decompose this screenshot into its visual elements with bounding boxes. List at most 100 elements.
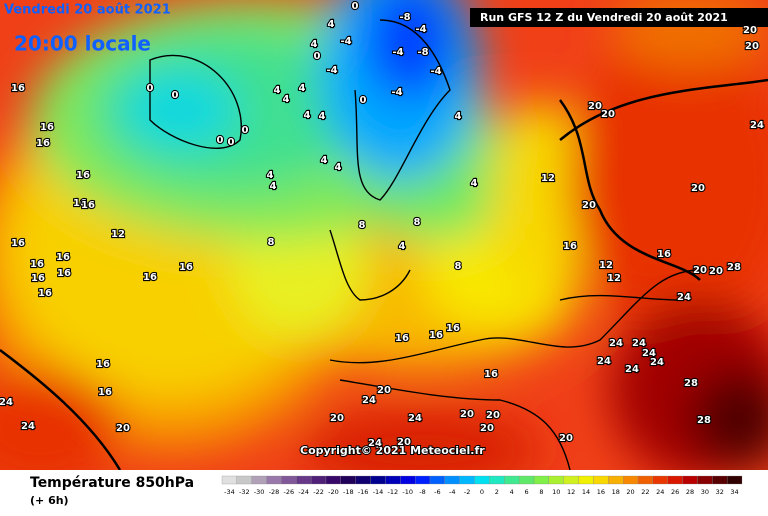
contour-label: 20: [745, 41, 759, 52]
contour-label: 20: [709, 266, 723, 277]
scale-label: 10: [552, 488, 560, 496]
scale-label: 20: [626, 488, 634, 496]
scale-swatch: [608, 475, 624, 485]
scale-label: -14: [373, 488, 384, 496]
scale-label: -6: [434, 488, 440, 496]
scale-label: -8: [419, 488, 425, 496]
contour-label: 16: [395, 333, 409, 344]
contour-label: 24: [362, 395, 376, 406]
scale-label: -2: [464, 488, 470, 496]
scale-label: 4: [510, 488, 514, 496]
scale-swatch: [697, 475, 713, 485]
contour-label: 16: [657, 249, 671, 260]
contour-label: 16: [38, 288, 52, 299]
scale-swatch: [712, 475, 728, 485]
scale-swatch: [251, 475, 267, 485]
copyright: Copyright© 2021 Meteociel.fr: [300, 444, 485, 457]
title-date: Vendredi 20 août 2021: [4, 3, 171, 18]
scale-swatch: [548, 475, 564, 485]
contour-label: 0: [314, 51, 321, 62]
scale-swatch: [429, 475, 446, 485]
run-box: [470, 8, 768, 27]
scale-label: -28: [269, 488, 280, 496]
contour-label: 0: [242, 125, 249, 136]
contour-label: 0: [147, 83, 154, 94]
scale-label: 0: [480, 488, 484, 496]
contour-label: 24: [642, 348, 656, 359]
contour-label: 4: [328, 19, 335, 30]
contour-label: 24: [368, 438, 382, 449]
contour-label: 8: [359, 220, 366, 231]
contour-label: -4: [430, 66, 441, 77]
contour-label: -4: [326, 65, 337, 76]
scale-label: 6: [525, 488, 529, 496]
contour-label: 4: [335, 162, 342, 173]
scale-label: 12: [567, 488, 575, 496]
scale-label: -34: [224, 488, 235, 496]
contour-label: 20: [559, 433, 573, 444]
scale-label: 30: [701, 488, 709, 496]
contour-label: 0: [360, 95, 367, 106]
contour-label: 20: [460, 409, 474, 420]
contour-label: 4: [274, 85, 281, 96]
scale-label: 18: [612, 488, 620, 496]
scale-swatch: [266, 475, 282, 485]
contour-label: 4: [311, 39, 318, 50]
contour-label: -4: [391, 87, 402, 98]
contour-label: 4: [267, 170, 274, 181]
contour-label: 16: [30, 259, 44, 270]
contour-label: 20: [582, 200, 596, 211]
contour-label: 16: [11, 238, 25, 249]
contour-label: 16: [429, 330, 443, 341]
contour-label: 20: [480, 423, 494, 434]
contour-label: 4: [321, 155, 328, 166]
contour-label: 12: [541, 173, 555, 184]
legend-lead: (+ 6h): [30, 494, 69, 507]
scale-swatch: [310, 475, 327, 485]
isotherm-lines: [0, 78, 768, 470]
scale-swatch: [637, 475, 654, 485]
scale-label: -16: [358, 488, 369, 496]
scale-label: 26: [671, 488, 679, 496]
legend-title: Température 850hPa: [30, 475, 194, 491]
scale-label: 28: [686, 488, 694, 496]
scale-swatch: [474, 475, 490, 485]
scale-label: 24: [656, 488, 664, 496]
contour-label: 16: [96, 359, 110, 370]
scale-label: 2: [495, 488, 499, 496]
scale-label: -22: [313, 488, 324, 496]
contour-label: 16: [563, 241, 577, 252]
contour-label: 4: [304, 110, 311, 121]
contour-label: 20: [116, 423, 130, 434]
contour-label: 28: [727, 262, 741, 273]
scale-label: -20: [328, 488, 339, 496]
contour-label: 24: [632, 338, 646, 349]
contour-label: 20: [330, 413, 344, 424]
contour-label: 16: [98, 387, 112, 398]
contour-label: 20: [601, 109, 615, 120]
scale-swatch: [667, 475, 683, 485]
coastlines: [149, 19, 701, 470]
contour-label: 4: [471, 178, 478, 189]
scale-swatch: [236, 475, 252, 485]
contour-label: 16: [446, 323, 460, 334]
contour-label: 4: [399, 241, 406, 252]
scale-swatch: [385, 475, 401, 485]
contour-label: 4: [319, 111, 326, 122]
contour-label: 12: [607, 273, 621, 284]
contour-label: 4: [283, 94, 290, 105]
contour-label: -4: [392, 47, 403, 58]
contour-label: 8: [268, 237, 275, 248]
scale-label: 14: [582, 488, 590, 496]
contour-label: 8: [414, 217, 421, 228]
contour-label: 20: [691, 183, 705, 194]
contour-label: 16: [36, 138, 50, 149]
contour-label: 0: [228, 137, 235, 148]
contour-label: 16: [31, 273, 45, 284]
contour-label: 4: [455, 111, 462, 122]
scale-swatch: [414, 475, 431, 485]
scale-swatch: [652, 475, 668, 485]
scale-label: -18: [343, 488, 354, 496]
contour-label: 12: [599, 260, 613, 271]
